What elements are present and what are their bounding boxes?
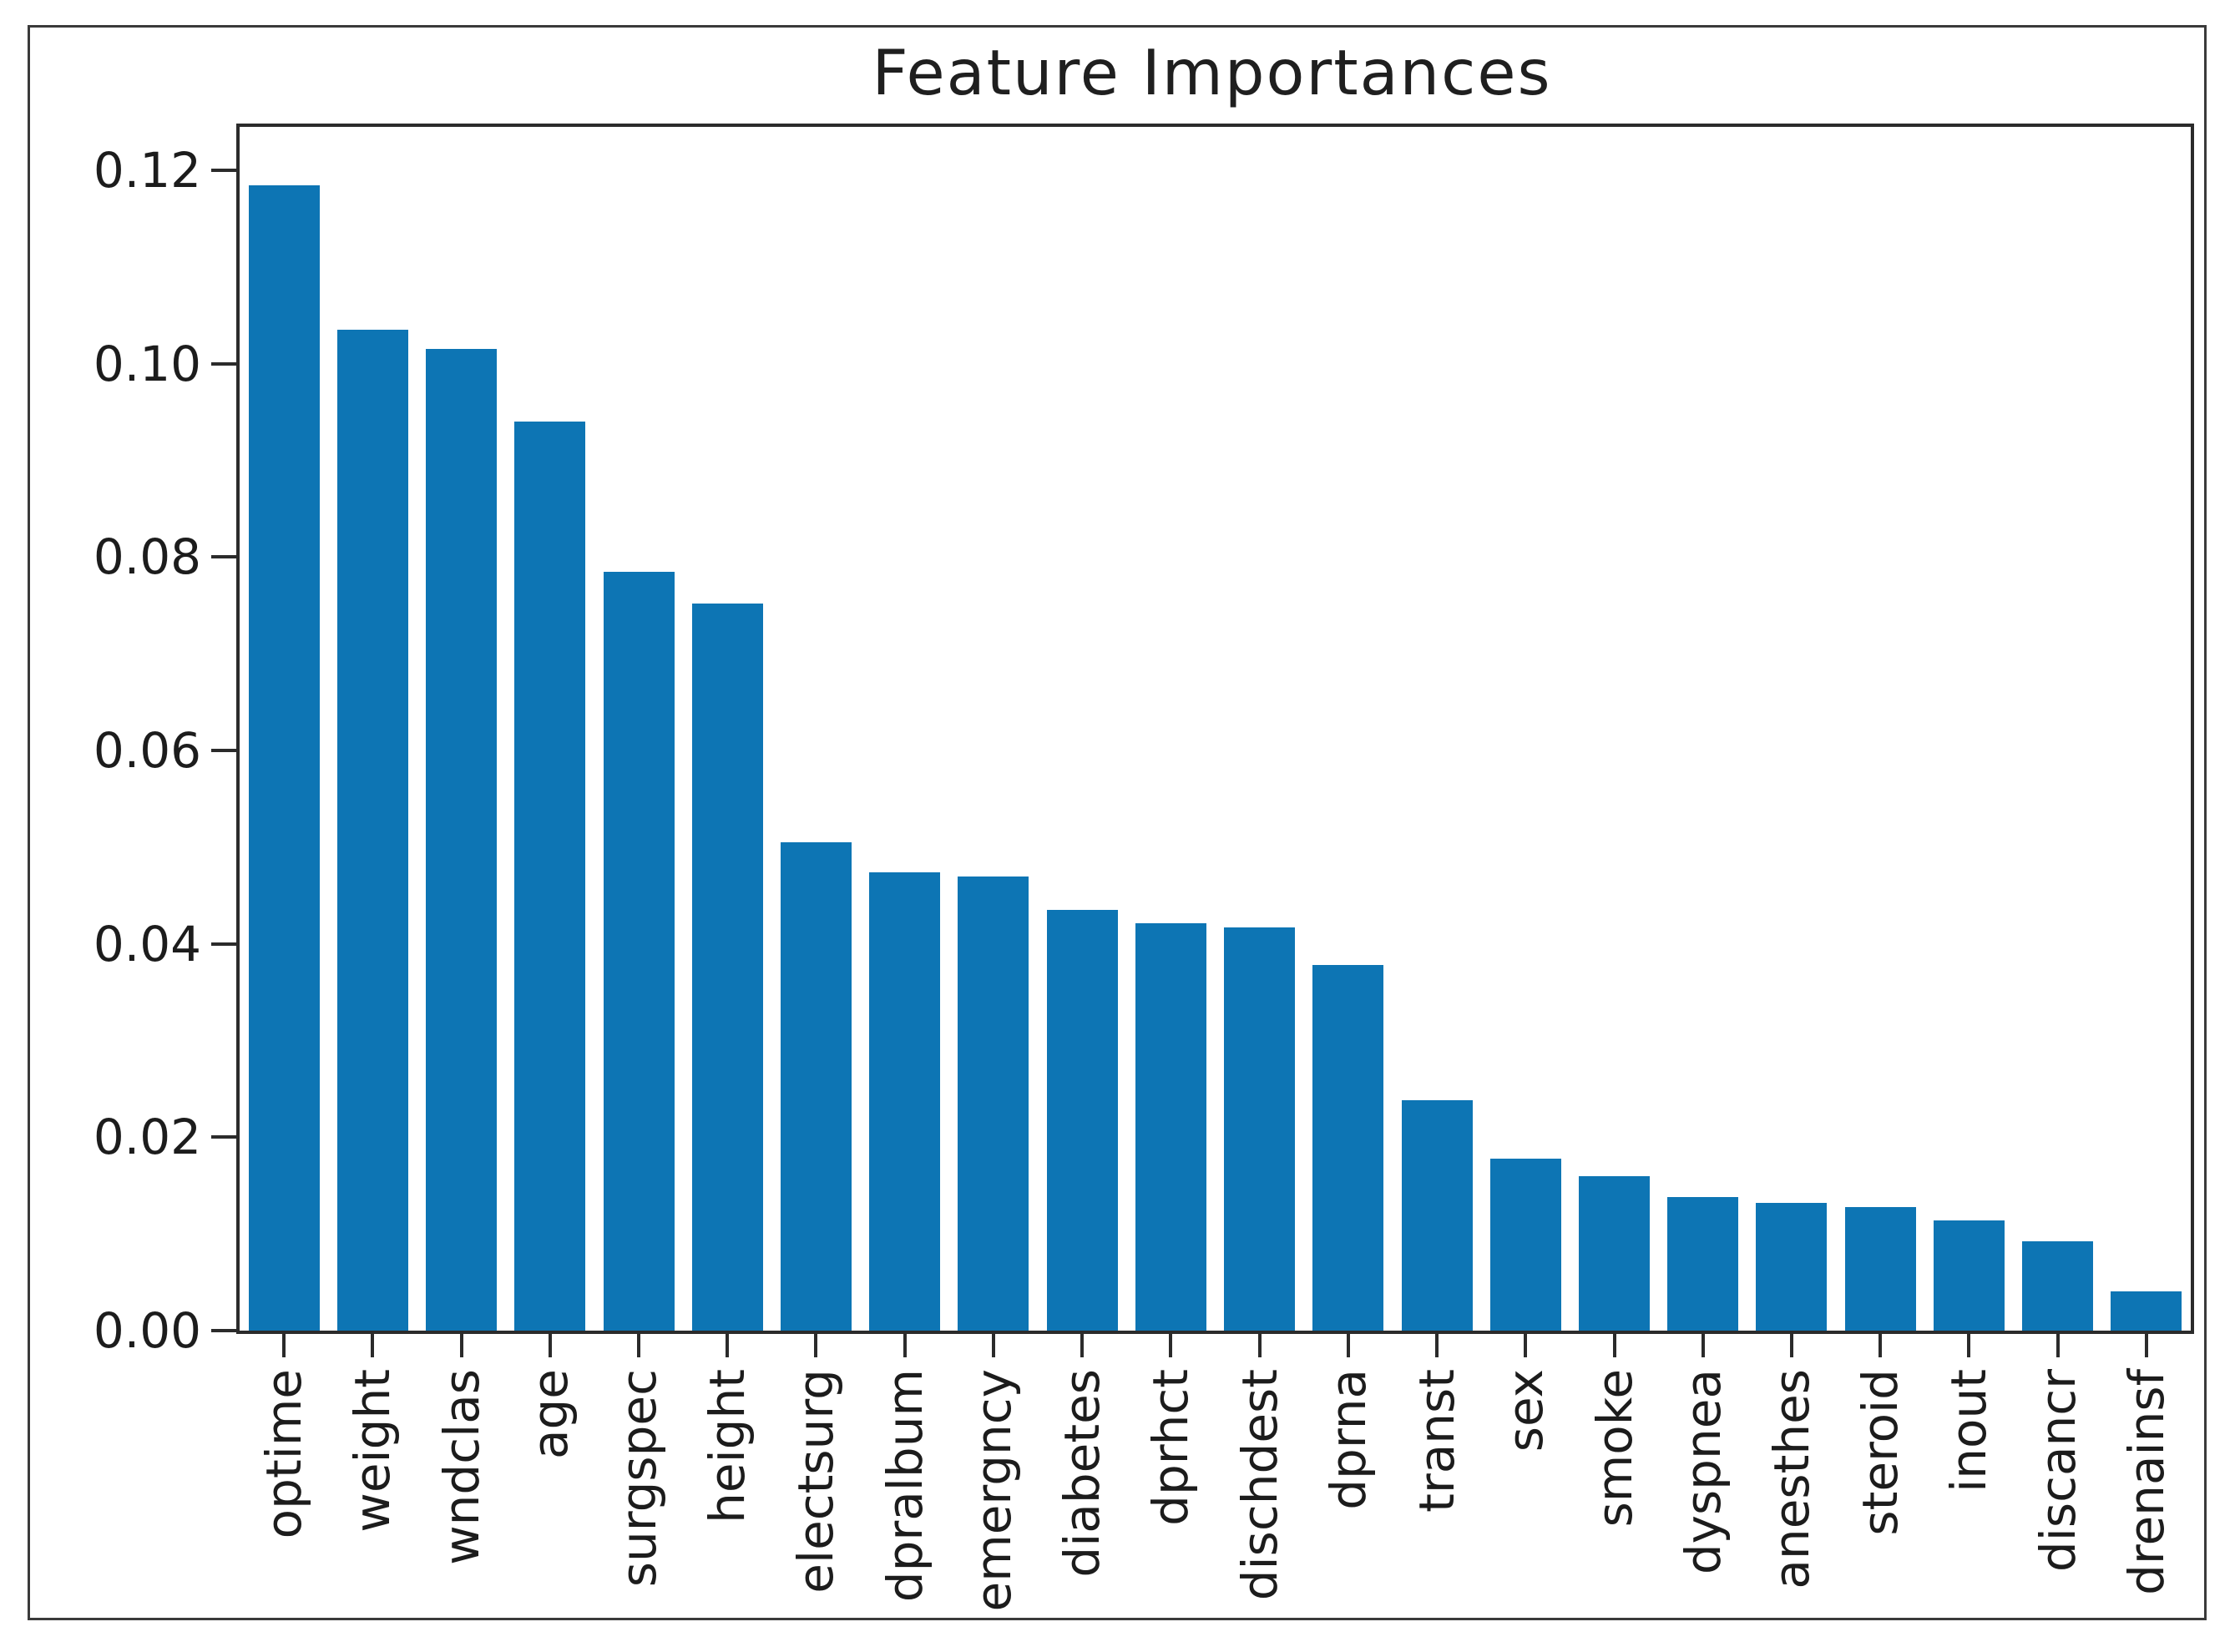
y-tick-mark [211,942,236,946]
x-tick-mark [1435,1334,1439,1357]
bar-age [514,422,586,1331]
x-tick-mark [1879,1334,1883,1357]
bar-discancr [2022,1241,2094,1331]
bar-optime [248,184,320,1331]
x-tick-label-sex: sex [1497,1369,1555,1452]
bar-inout [1933,1220,2005,1331]
x-tick-label-drenainsf: drenainsf [2117,1369,2175,1595]
bar-weight [336,330,408,1331]
x-tick-mark [1967,1334,1971,1357]
y-tick-label: 0.00 [93,1302,201,1359]
x-tick-label-dprhct: dprhct [1142,1369,1200,1526]
x-tick-mark [2055,1334,2060,1357]
x-tick-mark [1169,1334,1173,1357]
y-tick-label: 0.12 [93,142,201,200]
x-tick-label-emergncy: emergncy [964,1369,1022,1612]
bar-height [691,604,763,1331]
x-tick-label-surgspec: surgspec [610,1369,668,1588]
x-tick-label-height: height [699,1369,756,1523]
bar-dprhct [1135,923,1206,1331]
x-tick-mark [991,1334,995,1357]
y-tick-mark [211,749,236,753]
x-tick-mark [371,1334,375,1357]
y-tick-mark [211,1135,236,1139]
y-tick-label: 0.08 [93,528,201,586]
bar-emergncy [958,876,1029,1331]
y-tick-label: 0.02 [93,1109,201,1166]
bar-dyspnea [1667,1197,1739,1331]
x-tick-label-diabetes: diabetes [1054,1369,1111,1578]
x-tick-mark [282,1334,286,1357]
x-tick-label-smoke: smoke [1585,1369,1643,1528]
x-tick-mark [726,1334,730,1357]
x-tick-mark [637,1334,641,1357]
x-tick-mark [814,1334,818,1357]
y-tick-mark [211,361,236,366]
bar-wndclas [426,349,498,1331]
x-tick-mark [1701,1334,1705,1357]
x-tick-mark [548,1334,552,1357]
x-tick-label-dprna: dprna [1319,1369,1377,1510]
x-tick-mark [459,1334,463,1357]
bar-surgspec [603,571,675,1331]
x-tick-label-steroid: steroid [1852,1369,1909,1536]
x-tick-mark [1080,1334,1085,1357]
x-tick-label-weight: weight [344,1369,402,1533]
x-tick-label-dyspnea: dyspnea [1674,1369,1732,1575]
x-tick-mark [903,1334,907,1357]
x-tick-label-age: age [521,1369,579,1460]
y-tick-mark [211,555,236,559]
bar-electsurg [780,842,852,1331]
bar-steroid [1844,1206,1916,1331]
chart-title: Feature Importances [872,36,1552,109]
x-tick-mark [1257,1334,1262,1357]
x-tick-label-inout: inout [1940,1369,1998,1493]
x-tick-label-discancr: discancr [2029,1369,2086,1573]
bar-dprna [1312,965,1384,1331]
x-tick-mark [1612,1334,1616,1357]
x-tick-mark [1789,1334,1793,1357]
bar-sex [1489,1158,1561,1331]
bar-diabetes [1046,910,1118,1331]
x-tick-label-dischdest: dischdest [1231,1369,1288,1601]
x-tick-label-dpralbum: dpralbum [876,1369,933,1603]
y-tick-label: 0.06 [93,722,201,780]
x-tick-label-optime: optime [255,1369,313,1539]
x-tick-label-electsurg: electsurg [787,1369,845,1594]
y-tick-mark [211,169,236,173]
y-tick-label: 0.04 [93,915,201,973]
bar-drenainsf [2111,1291,2182,1331]
bar-dpralbum [869,872,941,1331]
bar-anesthes [1756,1203,1828,1331]
bar-dischdest [1224,927,1296,1331]
x-tick-mark [1346,1334,1350,1357]
bar-smoke [1579,1175,1650,1331]
bar-transt [1401,1100,1473,1331]
x-tick-label-wndclas: wndclas [432,1369,490,1565]
x-tick-label-anesthes: anesthes [1762,1369,1820,1589]
x-tick-mark [1524,1334,1528,1357]
y-tick-mark [211,1329,236,1332]
x-tick-mark [2144,1334,2148,1357]
y-tick-label: 0.10 [93,335,201,392]
x-tick-label-transt: transt [1408,1369,1466,1513]
plot-area [236,124,2194,1334]
